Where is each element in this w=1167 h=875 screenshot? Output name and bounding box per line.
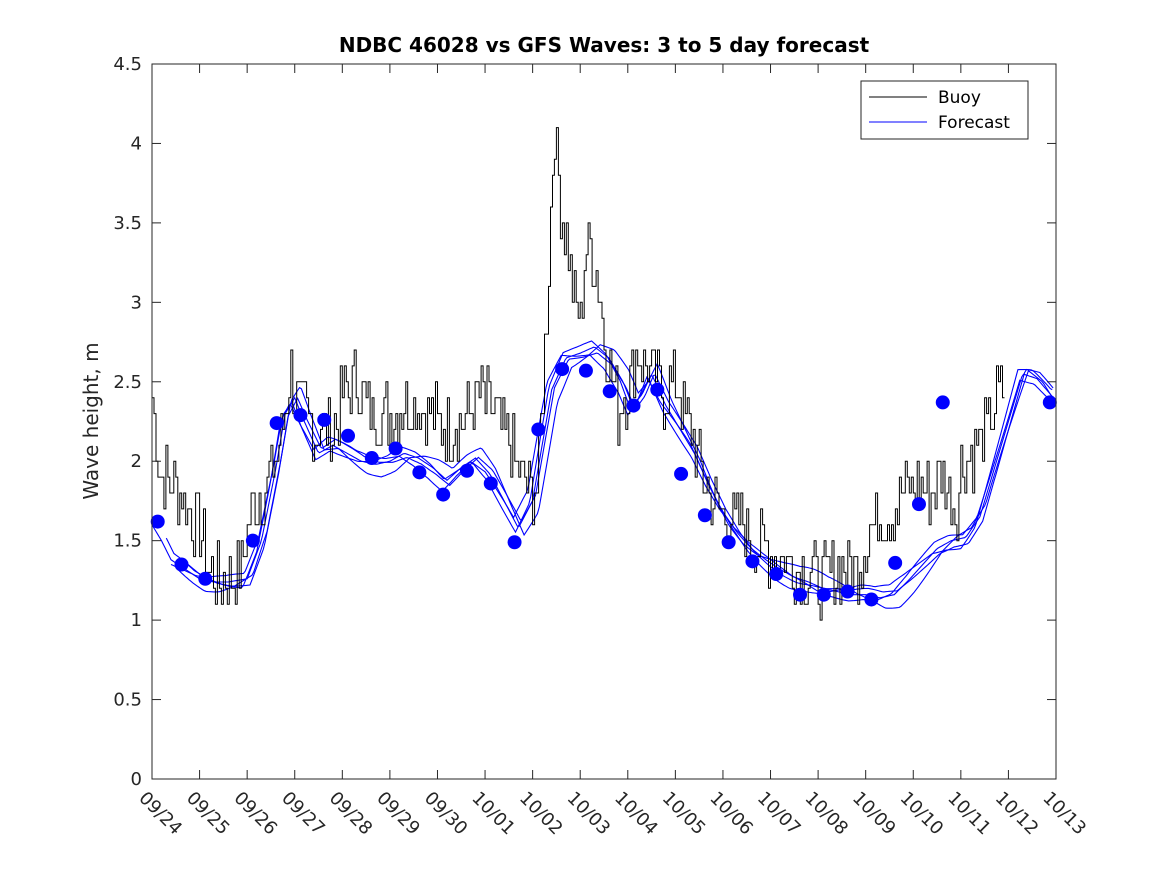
- forecast-marker: [864, 592, 879, 607]
- forecast-marker: [412, 465, 427, 480]
- forecast-marker: [269, 416, 284, 431]
- markers-layer: [150, 362, 1057, 607]
- y-tick-label: 2.5: [113, 372, 142, 393]
- forecast-marker: [1042, 395, 1057, 410]
- y-tick-label: 2: [131, 451, 142, 472]
- y-tick-label: 0.5: [113, 690, 142, 711]
- forecast-marker: [721, 535, 736, 550]
- y-tick-label: 1.5: [113, 531, 142, 552]
- forecast-marker: [840, 584, 855, 599]
- y-tick-label: 4: [131, 133, 142, 154]
- forecast-marker: [816, 587, 831, 602]
- forecast-marker: [293, 408, 308, 423]
- forecast-marker: [436, 487, 451, 502]
- forecast-marker: [507, 535, 522, 550]
- forecast-marker: [174, 557, 189, 572]
- chart-title: NDBC 46028 vs GFS Waves: 3 to 5 day fore…: [339, 33, 870, 57]
- forecast-marker: [793, 587, 808, 602]
- legend-label-buoy: Buoy: [938, 88, 981, 108]
- y-tick-label: 3.5: [113, 213, 142, 234]
- forecast-marker: [198, 571, 213, 586]
- forecast-marker: [935, 395, 950, 410]
- forecast-marker: [150, 514, 165, 529]
- forecast-marker: [531, 422, 546, 437]
- forecast-marker: [364, 451, 379, 466]
- forecast-marker: [459, 463, 474, 478]
- forecast-marker: [388, 441, 403, 456]
- y-tick-label: 4.5: [113, 54, 142, 75]
- forecast-marker: [650, 382, 665, 397]
- forecast-marker: [911, 497, 926, 512]
- forecast-marker: [555, 362, 570, 377]
- forecast-marker: [888, 555, 903, 570]
- y-tick-label: 0: [131, 769, 142, 790]
- forecast-marker: [317, 412, 332, 427]
- forecast-series-line: [175, 344, 1054, 609]
- forecast-marker: [697, 508, 712, 523]
- y-tick-label: 1: [131, 610, 142, 631]
- forecast-marker: [626, 398, 641, 413]
- axes-box: [151, 63, 1057, 780]
- legend: Buoy Forecast: [860, 80, 1029, 140]
- forecast-marker: [245, 533, 260, 548]
- forecast-marker: [483, 476, 498, 491]
- y-tick-label: 3: [131, 292, 142, 313]
- legend-box: [860, 80, 1029, 140]
- legend-label-forecast: Forecast: [938, 113, 1010, 133]
- forecast-marker: [674, 466, 689, 481]
- forecast-marker: [578, 363, 593, 378]
- forecast-marker: [769, 567, 784, 582]
- forecast-marker: [745, 554, 760, 569]
- forecast-marker: [602, 384, 617, 399]
- buoy-series-line: [152, 127, 1005, 621]
- y-ticks: 0 0.5 1 1.5 2 2.5 3 3.5 4 4.5: [113, 54, 1056, 790]
- y-axis-label: Wave height, m: [79, 342, 103, 499]
- forecast-marker: [341, 428, 356, 443]
